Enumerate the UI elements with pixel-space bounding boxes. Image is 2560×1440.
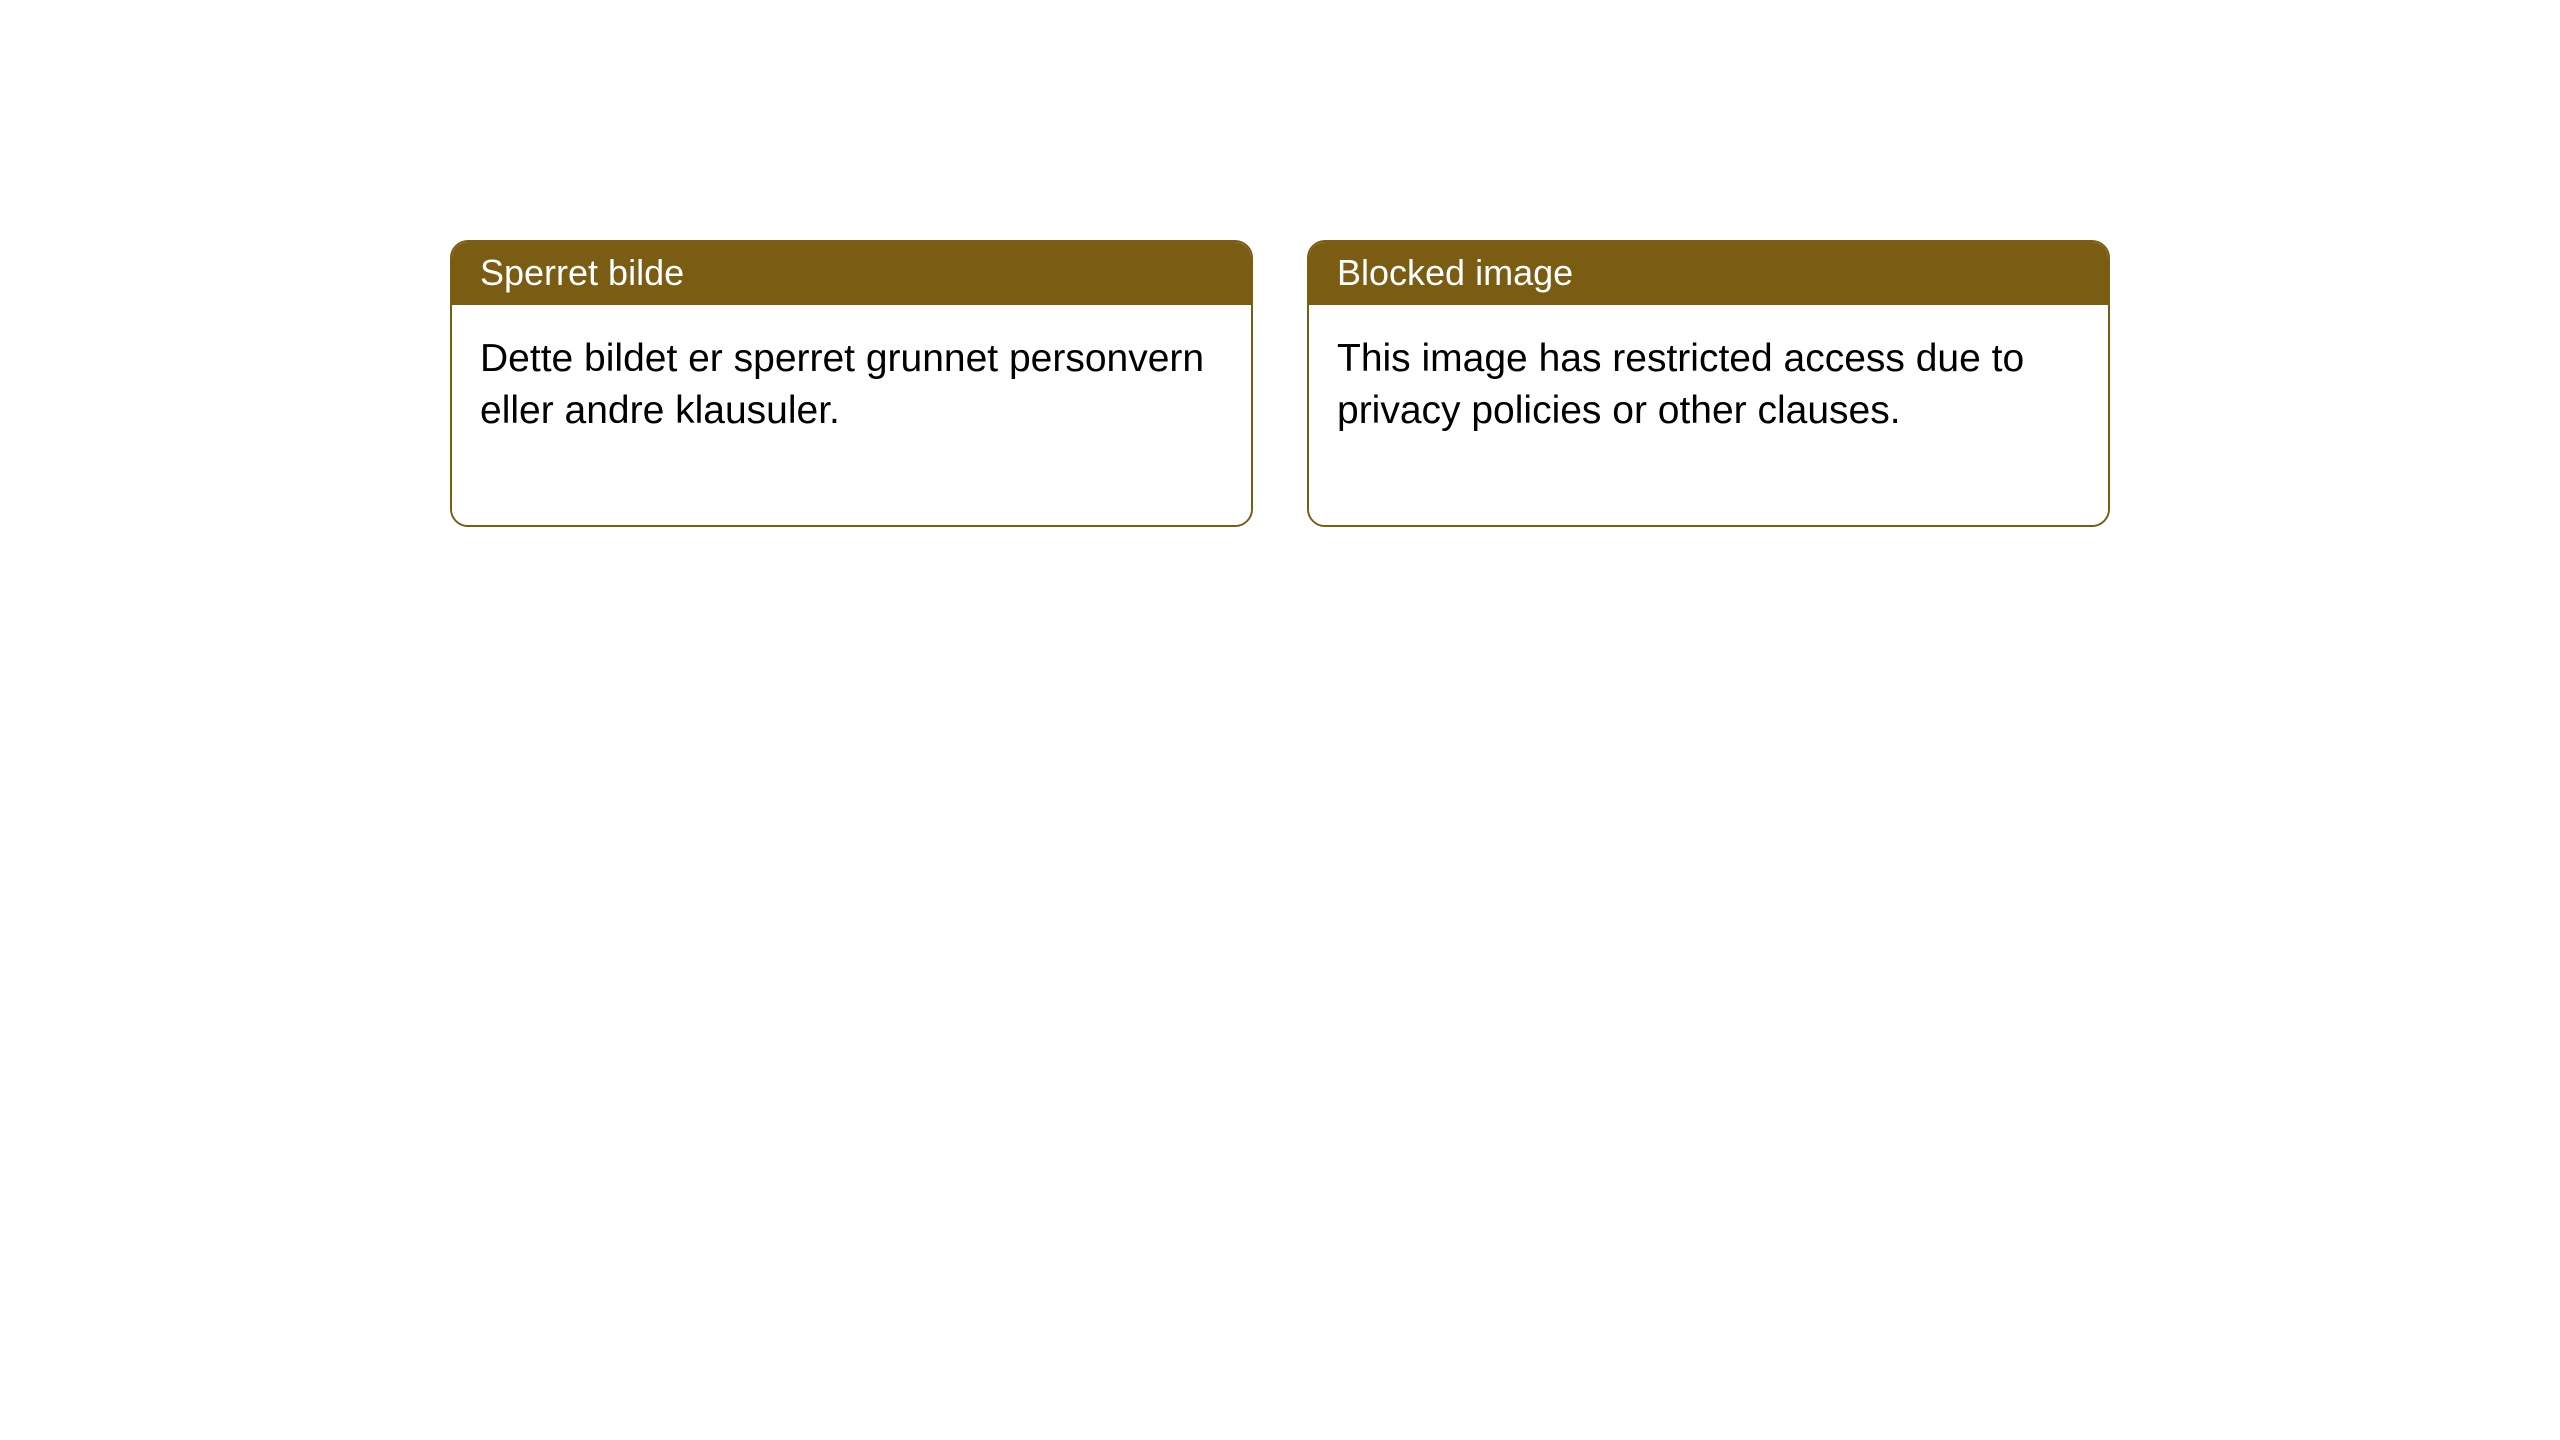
card-title: Blocked image <box>1337 252 1573 293</box>
card-header: Sperret bilde <box>452 242 1251 305</box>
card-header: Blocked image <box>1309 242 2108 305</box>
notice-card-norwegian: Sperret bilde Dette bildet er sperret gr… <box>450 240 1253 527</box>
notice-container: Sperret bilde Dette bildet er sperret gr… <box>0 0 2560 527</box>
card-body-text: Dette bildet er sperret grunnet personve… <box>480 337 1204 431</box>
card-title: Sperret bilde <box>480 252 684 293</box>
card-body: This image has restricted access due to … <box>1309 305 2108 525</box>
card-body: Dette bildet er sperret grunnet personve… <box>452 305 1251 525</box>
card-body-text: This image has restricted access due to … <box>1337 337 2024 431</box>
notice-card-english: Blocked image This image has restricted … <box>1307 240 2110 527</box>
